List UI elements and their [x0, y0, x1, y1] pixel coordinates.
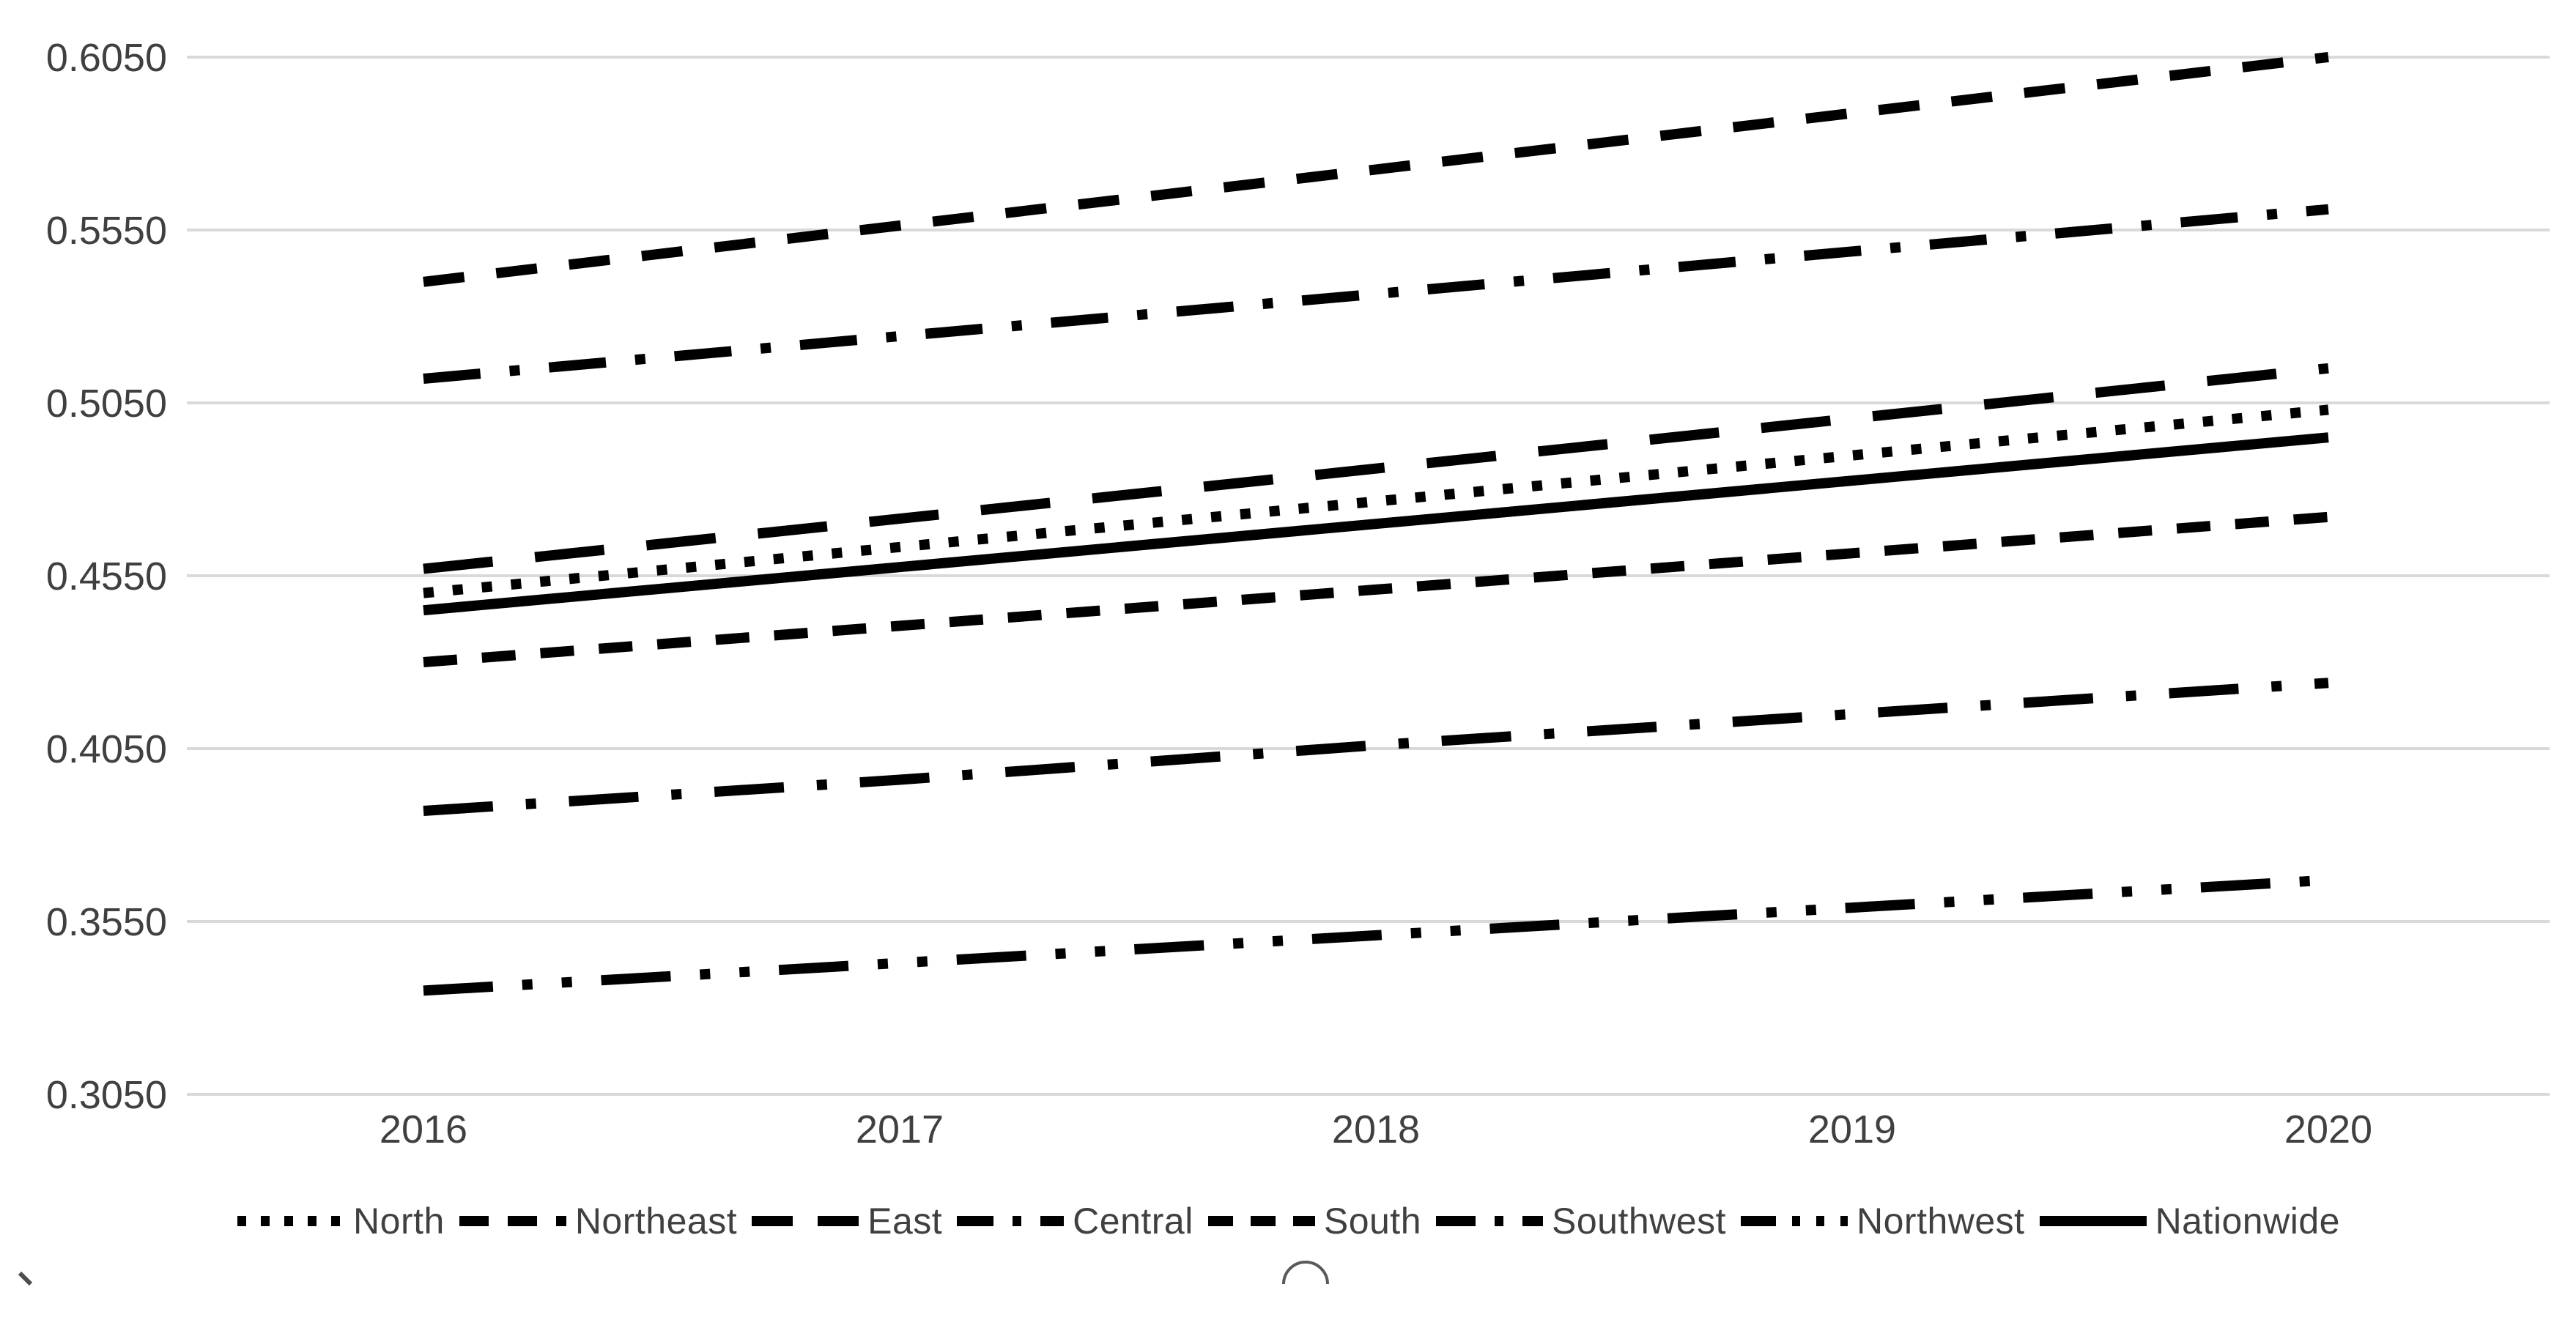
y-tick-label: 0.4050	[46, 727, 167, 771]
legend-item-southwest: Southwest	[1435, 1200, 1726, 1242]
y-tick-label: 0.3550	[46, 900, 167, 944]
data-series-lines	[423, 52, 2329, 996]
gridlines	[187, 56, 2550, 1096]
y-tick-label: 0.3050	[46, 1073, 167, 1117]
backslash-tick-mark	[18, 1271, 33, 1286]
series-line-north	[423, 404, 2329, 598]
y-tick-label: 0.6050	[46, 36, 167, 80]
x-axis-tick-labels: 2016 2017 2018 2019 2020	[380, 1108, 2372, 1151]
x-tick-label: 2019	[1808, 1108, 1896, 1151]
legend-item-nationwide: Nationwide	[2038, 1200, 2340, 1242]
legend-label: Central	[1073, 1201, 1193, 1242]
legend-item-south: South	[1207, 1200, 1421, 1242]
legend-label: East	[867, 1201, 943, 1242]
legend-line-swatch-dash	[459, 1216, 566, 1226]
x-tick-label: 2017	[856, 1108, 944, 1151]
legend-line-swatch-long-dash	[752, 1216, 859, 1226]
legend-label: Southwest	[1552, 1201, 1726, 1242]
y-axis-tick-labels: 0.6050 0.5550 0.5050 0.4550 0.4050 0.3550 0.30…	[46, 36, 167, 1117]
series-line-east	[423, 363, 2329, 574]
series-line-south	[423, 511, 2329, 667]
legend-label: Northeast	[574, 1201, 738, 1242]
legend-label: Northwest	[1857, 1201, 2025, 1242]
legend-line-swatch-short-dash	[1207, 1216, 1315, 1226]
y-tick-label: 0.5550	[46, 209, 167, 253]
y-tick-label: 0.5050	[46, 382, 167, 426]
legend-label: Nationwide	[2155, 1201, 2340, 1242]
series-line-southwest	[423, 678, 2329, 816]
legend-label: South	[1323, 1201, 1422, 1242]
series-line-northwest	[423, 875, 2329, 996]
legend-line-swatch-dotted	[237, 1216, 345, 1226]
legend-label: North	[353, 1201, 445, 1242]
legend-item-northeast: Northeast	[458, 1200, 737, 1242]
x-tick-label: 2016	[380, 1108, 467, 1151]
legend-line-swatch-solid	[2039, 1216, 2147, 1226]
series-line-northeast	[423, 52, 2329, 287]
x-tick-label: 2020	[2284, 1108, 2372, 1151]
y-tick-label: 0.4550	[46, 554, 167, 598]
series-line-nationwide	[423, 432, 2329, 616]
legend-line-swatch-dash-dot-dot	[1741, 1216, 1848, 1226]
legend-item-north: North	[236, 1200, 445, 1242]
legend-item-northwest: Northwest	[1739, 1200, 2025, 1242]
legend-line-swatch-long-dash-dot	[1436, 1216, 1544, 1226]
series-line-central	[423, 204, 2329, 384]
legend-item-central: Central	[955, 1200, 1193, 1242]
x-tick-label: 2018	[1332, 1108, 1420, 1151]
legend-line-swatch-dash-dot	[957, 1216, 1065, 1226]
semicircle-arc-mark	[1282, 1261, 1329, 1285]
legend-item-east: East	[750, 1200, 942, 1242]
chart-legend: North Northeast East Central South Southwest N…	[0, 1200, 2576, 1242]
